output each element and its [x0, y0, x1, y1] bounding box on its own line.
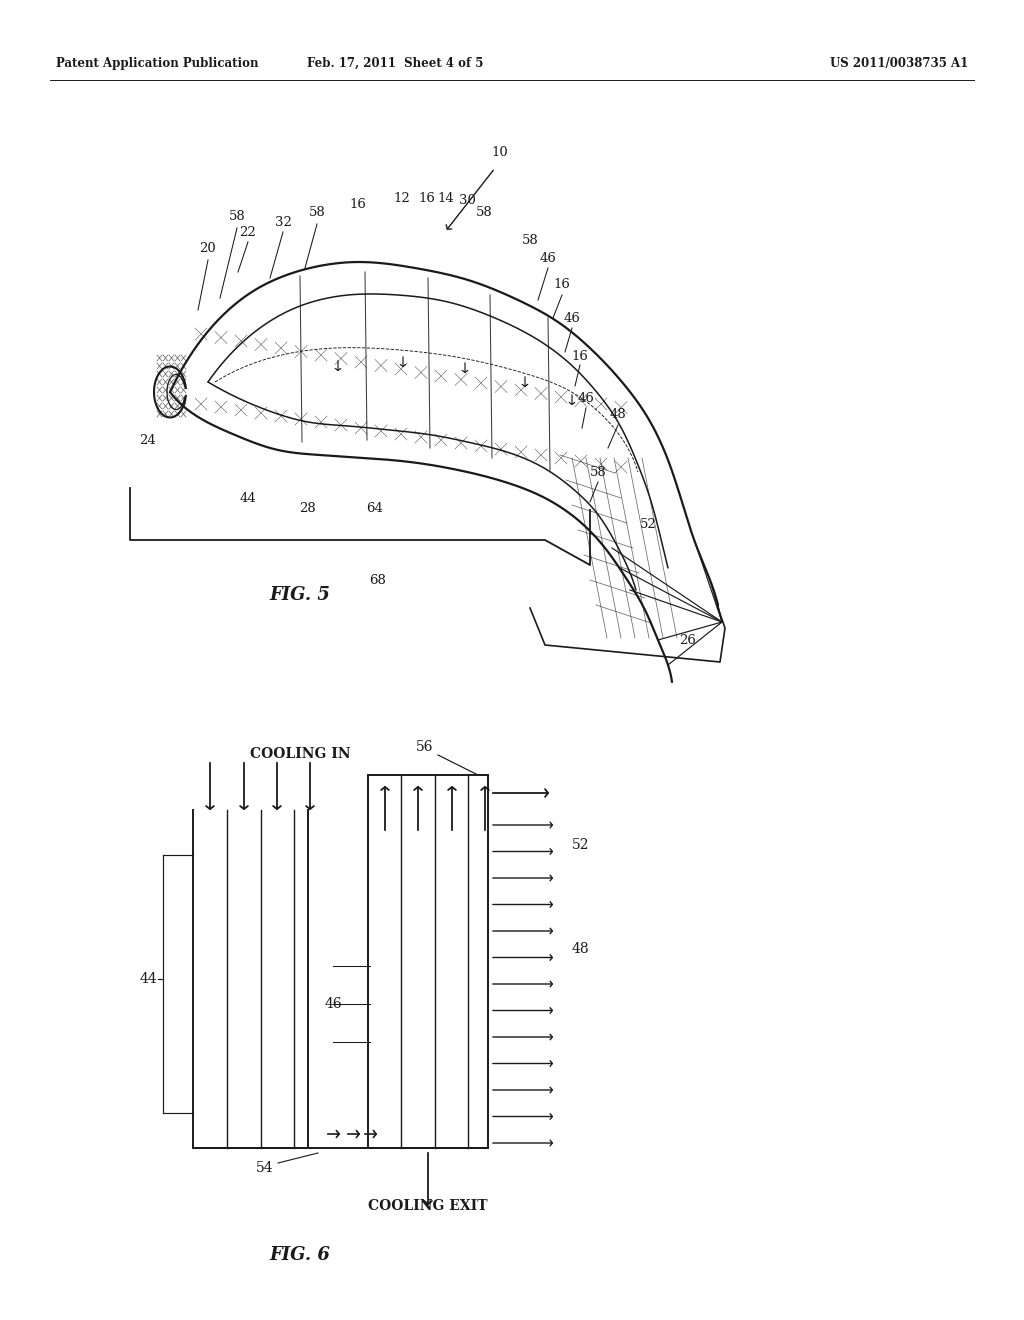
Text: FIG. 5: FIG. 5: [269, 586, 331, 605]
Text: 68: 68: [370, 573, 386, 586]
Text: 10: 10: [492, 145, 508, 158]
Text: 14: 14: [437, 191, 455, 205]
Text: 52: 52: [572, 838, 590, 851]
Text: 16: 16: [419, 191, 435, 205]
Text: 58: 58: [590, 466, 606, 479]
Text: 52: 52: [640, 519, 656, 532]
Text: 44: 44: [139, 972, 157, 986]
Text: 16: 16: [571, 350, 589, 363]
Text: 46: 46: [325, 997, 342, 1011]
Text: 20: 20: [200, 242, 216, 255]
Text: 58: 58: [308, 206, 326, 219]
Text: 44: 44: [240, 491, 256, 504]
Text: US 2011/0038735 A1: US 2011/0038735 A1: [829, 57, 968, 70]
Text: 46: 46: [563, 312, 581, 325]
Text: 24: 24: [139, 433, 157, 446]
Text: 28: 28: [300, 502, 316, 515]
Text: 48: 48: [609, 408, 627, 421]
Text: 32: 32: [274, 215, 292, 228]
Text: 64: 64: [367, 502, 383, 515]
Text: Feb. 17, 2011  Sheet 4 of 5: Feb. 17, 2011 Sheet 4 of 5: [307, 57, 483, 70]
Text: 16: 16: [554, 279, 570, 292]
Text: 48: 48: [572, 942, 590, 956]
Text: Patent Application Publication: Patent Application Publication: [56, 57, 258, 70]
Text: 54: 54: [256, 1162, 273, 1175]
Text: 58: 58: [521, 234, 539, 247]
Text: FIG. 6: FIG. 6: [269, 1246, 331, 1265]
Text: 12: 12: [393, 191, 411, 205]
Text: 26: 26: [680, 634, 696, 647]
Text: 46: 46: [540, 252, 556, 264]
Text: COOLING EXIT: COOLING EXIT: [369, 1199, 487, 1213]
Text: 56: 56: [416, 741, 434, 754]
Text: 58: 58: [228, 210, 246, 223]
Text: 16: 16: [349, 198, 367, 211]
Text: COOLING IN: COOLING IN: [250, 747, 350, 762]
Text: 30: 30: [459, 194, 475, 206]
Text: 46: 46: [578, 392, 595, 404]
Text: 22: 22: [240, 226, 256, 239]
Text: 58: 58: [475, 206, 493, 219]
